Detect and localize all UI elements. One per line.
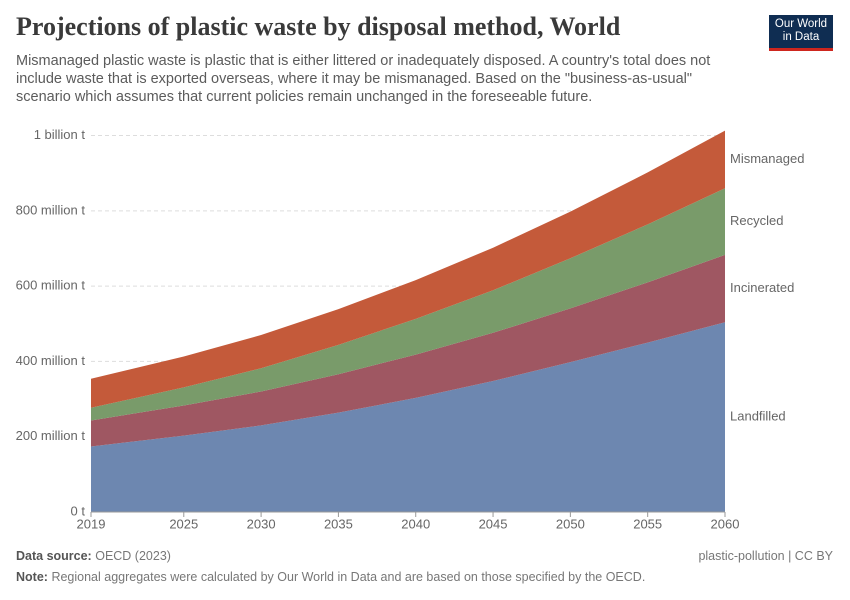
area <box>91 130 725 408</box>
y-tick-label: 0 t <box>71 503 86 518</box>
note-label: Note: <box>16 570 48 584</box>
x-tick-label: 2019 <box>77 516 106 531</box>
y-tick-label: 400 million t <box>16 353 86 368</box>
chart-subtitle: Mismanaged plastic waste is plastic that… <box>16 53 711 105</box>
credit[interactable]: plastic-pollution | CC BY <box>698 549 833 563</box>
y-tick-label: 1 billion t <box>34 127 86 142</box>
legend-label: Mismanaged <box>730 151 804 166</box>
x-tick-label: 2060 <box>711 516 740 531</box>
x-tick-label: 2050 <box>556 516 585 531</box>
x-tick-label: 2035 <box>324 516 353 531</box>
note-text: Regional aggregates were calculated by O… <box>51 570 646 584</box>
area <box>91 188 725 421</box>
source: Data source: OECD (2023) <box>16 549 171 563</box>
y-tick-label: 800 million t <box>16 202 86 217</box>
area <box>91 254 725 447</box>
source-label: Data source: <box>16 549 92 563</box>
x-tick-label: 2040 <box>401 516 430 531</box>
x-tick-label: 2055 <box>633 516 662 531</box>
note: Note: Regional aggregates were calculate… <box>16 570 645 584</box>
x-tick-label: 2045 <box>479 516 508 531</box>
legend-label: Incinerated <box>730 280 794 295</box>
x-tick-label: 2025 <box>169 516 198 531</box>
chart-title: Projections of plastic waste by disposal… <box>16 12 621 41</box>
y-tick-label: 200 million t <box>16 428 86 443</box>
area <box>91 322 725 512</box>
x-tick-label: 2030 <box>247 516 276 531</box>
legend-label: Landfilled <box>730 409 786 424</box>
source-text[interactable]: OECD (2023) <box>95 549 171 563</box>
y-tick-label: 600 million t <box>16 278 86 293</box>
legend-label: Recycled <box>730 213 783 228</box>
logo[interactable]: Our World in Data <box>769 15 833 51</box>
